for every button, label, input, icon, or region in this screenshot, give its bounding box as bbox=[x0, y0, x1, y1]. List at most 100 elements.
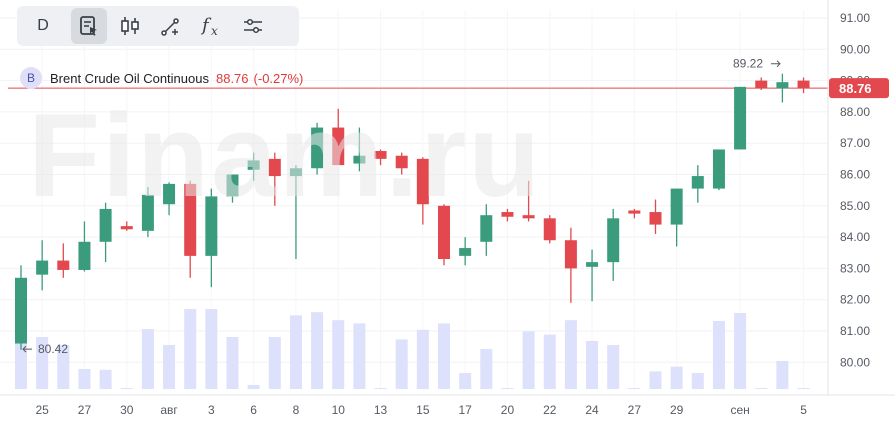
volume-bar bbox=[564, 320, 577, 389]
chart-toolbar: D f x bbox=[17, 6, 299, 46]
candle-up[interactable] bbox=[586, 262, 599, 267]
indicators-button[interactable]: f x bbox=[194, 8, 230, 44]
volume-bar bbox=[586, 341, 599, 389]
volume-bar bbox=[163, 345, 176, 389]
volume-bar bbox=[78, 369, 91, 389]
x-tick-label: 15 bbox=[416, 403, 430, 417]
y-tick-label: 90.00 bbox=[840, 42, 870, 56]
candle-down[interactable] bbox=[543, 218, 556, 241]
candle-up[interactable] bbox=[712, 149, 725, 189]
y-tick-label: 83.00 bbox=[840, 261, 870, 275]
y-tick-label: 82.00 bbox=[840, 293, 870, 307]
candle-down[interactable] bbox=[755, 80, 768, 89]
x-tick-label: 13 bbox=[374, 403, 388, 417]
volume-bar bbox=[755, 388, 768, 389]
x-tick-label: 29 bbox=[670, 403, 684, 417]
volume-bar bbox=[607, 345, 620, 389]
candle-up[interactable] bbox=[99, 208, 112, 242]
low-marker-label: 80.42 bbox=[38, 342, 68, 356]
candle-up[interactable] bbox=[776, 82, 789, 89]
candle-up[interactable] bbox=[734, 86, 747, 150]
y-tick-label: 86.00 bbox=[840, 168, 870, 182]
volume-bar bbox=[36, 337, 49, 389]
candlestick-icon bbox=[121, 17, 139, 35]
candle-down[interactable] bbox=[564, 240, 577, 269]
candle-down[interactable] bbox=[374, 151, 387, 159]
candle-down[interactable] bbox=[501, 212, 514, 217]
x-tick-label: 8 bbox=[293, 403, 300, 417]
x-tick-label: 24 bbox=[585, 403, 599, 417]
x-tick-label: 17 bbox=[458, 403, 472, 417]
candle-up[interactable] bbox=[353, 155, 366, 164]
x-tick-label: 30 bbox=[120, 403, 134, 417]
volume-bar bbox=[459, 373, 472, 389]
volume-bar bbox=[501, 388, 514, 389]
volume-bar bbox=[691, 373, 704, 389]
volume-bar bbox=[141, 329, 154, 389]
candle-up[interactable] bbox=[247, 160, 260, 170]
drawing-tool-icon bbox=[161, 18, 179, 36]
candle-down[interactable] bbox=[332, 127, 345, 166]
chart-settings-icon bbox=[80, 16, 97, 36]
candle-down[interactable] bbox=[416, 158, 429, 205]
chart-properties-button[interactable] bbox=[235, 8, 271, 44]
candle-up[interactable] bbox=[480, 215, 493, 242]
last-price-tag-label: 88.76 bbox=[839, 81, 872, 96]
candle-down[interactable] bbox=[628, 210, 641, 214]
low-marker-arrow bbox=[22, 345, 32, 353]
x-tick-label: авг bbox=[160, 403, 178, 417]
period-selector-button[interactable]: D bbox=[37, 17, 49, 34]
y-tick-label: 85.00 bbox=[840, 199, 870, 213]
candle-up[interactable] bbox=[36, 260, 49, 275]
candle-up[interactable] bbox=[141, 194, 154, 231]
high-marker-label: 89.22 bbox=[733, 57, 763, 71]
volume-bar bbox=[712, 321, 725, 389]
volume-bar bbox=[99, 369, 112, 389]
drawing-tools-button[interactable] bbox=[153, 8, 189, 44]
volume-bar bbox=[374, 388, 387, 389]
candle-up[interactable] bbox=[670, 188, 683, 225]
volume-bar bbox=[268, 337, 281, 389]
candle-down[interactable] bbox=[522, 215, 535, 219]
candle-up[interactable] bbox=[607, 218, 620, 263]
volume-bar bbox=[184, 309, 197, 389]
volume-bar bbox=[120, 388, 133, 389]
candle-up[interactable] bbox=[205, 196, 218, 256]
candle-down[interactable] bbox=[797, 80, 810, 89]
y-tick-label: 88.00 bbox=[840, 105, 870, 119]
candle-up[interactable] bbox=[163, 183, 176, 205]
candlestick-type-button[interactable] bbox=[112, 8, 148, 44]
candle-up[interactable] bbox=[226, 174, 239, 197]
candle-up[interactable] bbox=[311, 127, 324, 169]
volume-bar bbox=[247, 385, 260, 389]
volume-bar bbox=[670, 366, 683, 389]
x-tick-label: 3 bbox=[208, 403, 215, 417]
price-change: (-0.27%) bbox=[253, 70, 304, 86]
volume-bar bbox=[543, 334, 556, 389]
chart-settings-button[interactable] bbox=[71, 8, 107, 44]
volume-bar bbox=[57, 345, 70, 389]
y-tick-label: 91.00 bbox=[840, 11, 870, 25]
candle-down[interactable] bbox=[438, 205, 450, 260]
volume-bar bbox=[395, 339, 408, 389]
candle-down[interactable] bbox=[395, 155, 408, 169]
svg-text:x: x bbox=[211, 24, 218, 38]
volume-bar bbox=[311, 312, 324, 389]
y-tick-label: 87.00 bbox=[840, 136, 870, 150]
high-marker-arrow bbox=[771, 60, 781, 68]
volume-bar bbox=[438, 323, 450, 389]
candle-down[interactable] bbox=[268, 158, 281, 177]
candle-up[interactable] bbox=[691, 176, 704, 189]
candle-down[interactable] bbox=[184, 183, 197, 256]
x-tick-label: 10 bbox=[332, 403, 346, 417]
x-tick-label: 27 bbox=[78, 403, 92, 417]
symbol-badge[interactable]: B bbox=[20, 67, 42, 89]
candle-up[interactable] bbox=[459, 248, 472, 256]
candle-down[interactable] bbox=[57, 260, 70, 270]
candle-up[interactable] bbox=[15, 277, 27, 344]
candle-up[interactable] bbox=[289, 168, 302, 177]
candle-up[interactable] bbox=[78, 241, 91, 270]
candle-down[interactable] bbox=[649, 212, 662, 225]
candle-down[interactable] bbox=[120, 226, 133, 230]
